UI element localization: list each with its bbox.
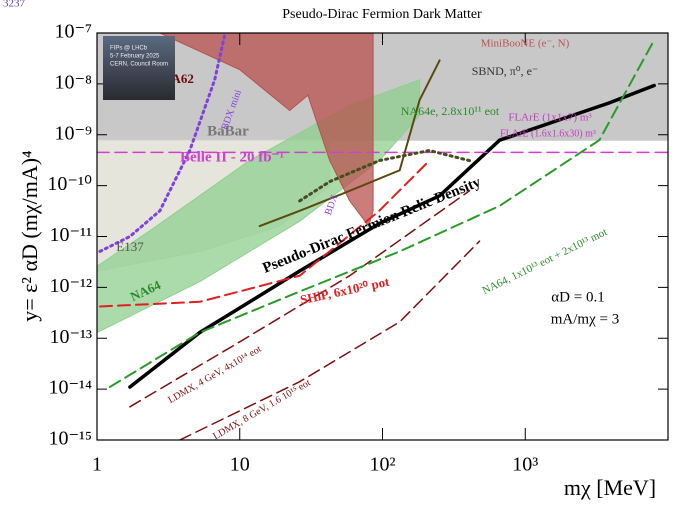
inset-text: CERN, Council Room [110,62,168,68]
sensitivity-curve [298,148,471,203]
y-tick-label: 10⁻¹⁰ [47,173,92,195]
curve-label: SHiP, 6x10²⁰ pot [299,274,391,308]
inset-text: FIPs @ LHCb [110,46,148,52]
curve-label: Belle II - 20 fb⁻¹ [180,149,284,165]
annotation: αD = 0.1 [551,289,604,305]
curve-label: LDMX, 8 GeV, 1.6 10¹⁵ eot [211,377,313,442]
sensitivity-curve [99,159,431,308]
y-axis-label: y= ε² αD (mχ/mA)⁴ [17,150,42,322]
inset-text: 5-7 February 2025 [110,54,160,60]
x-tick-label: 1 [92,454,102,476]
y-tick-label: 10⁻¹¹ [49,224,92,246]
exclusion-region [159,33,374,228]
curve-label: SBND, π⁰, e⁻ [472,64,539,78]
y-tick-label: 10⁻⁷ [54,21,92,43]
sensitivity-curve [129,190,471,408]
y-tick-label: 10⁻⁸ [54,71,92,93]
chart-title: Pseudo-Dirac Fermion Dark Matter [282,7,482,22]
x-tick-label: 10² [370,454,396,476]
x-tick-label: 10 [230,454,250,476]
curve-label: BaBar [207,123,249,139]
curve-label: LDMX, 4 GeV, 4x10¹⁴ eot [166,344,263,407]
sensitivity-curve [98,33,227,253]
annotation: 3237 [3,0,26,10]
sensitivity-curve [128,83,656,389]
sensitivity-curve [108,39,656,388]
curve-label: NA64, 1x10¹³ eot + 2x10¹³ mot [480,226,609,297]
x-axis-label: mχ [MeV] [564,475,656,500]
annotation: FLArE (1.6x1.6x30) m³ [500,128,596,139]
y-tick-label: 10⁻¹⁴ [48,377,92,399]
sensitivity-curve [179,240,481,440]
y-tick-label: 10⁻¹³ [49,326,92,348]
x-tick-label: 10³ [512,454,538,476]
inset-photo [103,36,175,100]
curve-label: E137 [116,239,144,254]
annotation: mA/mχ = 3 [551,311,619,327]
y-tick-label: 10⁻¹² [49,275,92,297]
curve-label: NA64e, 2.8x10¹¹ eot [401,104,500,118]
sensitivity-curve [258,59,441,228]
plot-area [97,33,668,440]
y-tick-label: 10⁻¹⁵ [48,428,92,450]
annotation: FLArE (1x1x7) m³ [508,112,592,124]
y-tick-label: 10⁻⁹ [54,122,92,144]
annotation: MiniBooNE (e⁻, N) [481,38,570,50]
